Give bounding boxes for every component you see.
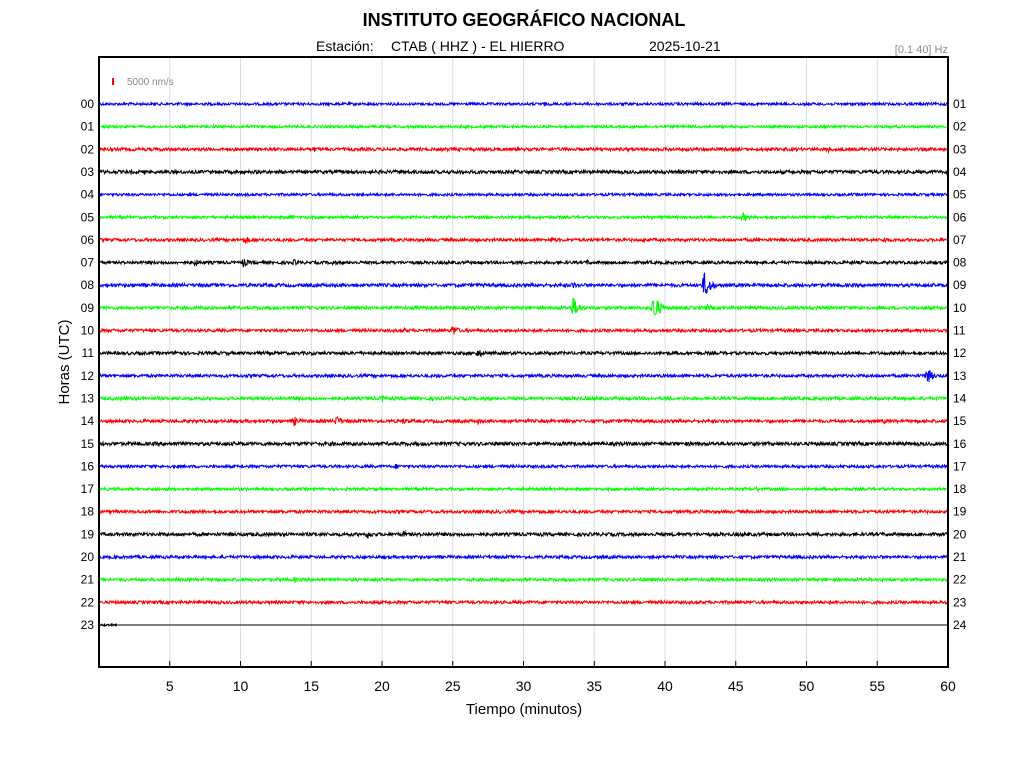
trace-hour-12: [99, 370, 948, 383]
hour-label-left: 02: [81, 142, 95, 156]
hour-label-left: 17: [81, 482, 95, 496]
hour-label-right: 05: [953, 188, 967, 202]
trace-hour-09: [100, 297, 948, 316]
trace-hour-23: [99, 622, 118, 628]
hour-label-left: 03: [81, 165, 95, 179]
trace-hour-00: [99, 100, 948, 108]
grid-lines: [169, 57, 878, 667]
hour-label-right: 10: [953, 301, 967, 315]
hour-label-right: 19: [953, 505, 967, 519]
hour-label-right: 04: [953, 165, 967, 179]
hour-label-right: 12: [953, 346, 967, 360]
hour-label-right: 08: [953, 256, 967, 270]
x-tick-label: 60: [940, 678, 956, 694]
hour-label-left: 13: [81, 391, 95, 405]
x-tick-label: 5: [166, 678, 174, 694]
trace-hour-17: [99, 485, 948, 493]
hour-label-right: 15: [953, 414, 967, 428]
hour-label-right: 18: [953, 482, 967, 496]
hour-label-right: 07: [953, 233, 967, 247]
trace-hour-07: [99, 259, 948, 268]
trace-hour-16: [99, 463, 948, 470]
hour-label-right: 13: [953, 369, 967, 383]
chart-title: INSTITUTO GEOGRÁFICO NACIONAL: [363, 9, 686, 30]
hour-label-left: 18: [81, 505, 95, 519]
hour-label-right: 14: [953, 391, 967, 405]
hour-label-left: 14: [81, 414, 95, 428]
hour-label-left: 10: [81, 324, 95, 338]
trace-hour-21: [99, 575, 948, 585]
hour-labels-right: 01 02 03 04 05 06 07 08 09 10 11 12 13 14 15 16 17 18 19 20…: [953, 97, 967, 632]
station-name: CTAB ( HHZ ) - EL HIERRO: [391, 38, 565, 54]
trace-hour-14: [99, 415, 948, 427]
hour-label-right: 01: [953, 97, 967, 111]
hour-label-left: 22: [81, 595, 95, 609]
trace-hour-13: [99, 395, 948, 402]
trace-hour-20: [99, 553, 948, 561]
trace-hour-15: [99, 440, 948, 448]
y-axis-label: Horas (UTC): [56, 319, 73, 404]
hour-label-right: 22: [953, 573, 967, 587]
station-label: Estación:: [316, 38, 374, 54]
hour-label-right: 24: [953, 618, 967, 632]
hour-label-left: 00: [81, 97, 95, 111]
hour-label-left: 06: [81, 233, 95, 247]
hour-label-left: 01: [81, 120, 95, 134]
x-tick-label: 15: [303, 678, 319, 694]
x-tick-label: 40: [657, 678, 673, 694]
scale-label: 5000 nm/s: [127, 77, 174, 88]
trace-hour-03: [99, 168, 948, 176]
hour-label-right: 11: [953, 324, 966, 338]
hour-label-right: 02: [953, 120, 967, 134]
hour-label-left: 04: [81, 188, 95, 202]
hour-labels-left: 00 01 02 03 04 05 06 07 08 09 10 11 12 13 14 15 16 17 18 19…: [81, 97, 95, 632]
hour-label-right: 20: [953, 527, 967, 541]
hour-label-left: 15: [81, 437, 95, 451]
hour-label-right: 21: [953, 550, 967, 564]
hour-label-left: 11: [82, 346, 95, 360]
x-tick-label: 50: [799, 678, 815, 694]
hour-label-left: 05: [81, 210, 95, 224]
hour-label-left: 20: [81, 550, 95, 564]
hour-label-right: 23: [953, 595, 967, 609]
hour-label-left: 16: [81, 459, 95, 473]
hour-label-left: 08: [81, 278, 95, 292]
hour-label-left: 07: [81, 256, 95, 270]
hour-label-left: 12: [81, 369, 95, 383]
x-tick-label: 35: [586, 678, 602, 694]
x-tick-label: 10: [233, 678, 249, 694]
hour-label-left: 23: [81, 618, 95, 632]
trace-hour-22: [99, 598, 948, 606]
trace-hour-05: [99, 211, 948, 223]
seismogram-traces: [99, 100, 948, 628]
x-tick-label: 45: [728, 678, 744, 694]
trace-hour-04: [99, 191, 948, 198]
hour-label-right: 09: [953, 278, 967, 292]
x-axis-ticks: 5 10 15 20 25 30 35 40 45 50 55 60: [166, 661, 956, 694]
x-tick-label: 30: [516, 678, 532, 694]
trace-hour-19: [99, 529, 948, 539]
trace-hour-11: [99, 349, 948, 358]
chart-date: 2025-10-21: [649, 38, 721, 54]
x-tick-label: 55: [869, 678, 885, 694]
x-tick-label: 25: [445, 678, 461, 694]
x-tick-label: 20: [374, 678, 390, 694]
filter-band: [0.1 40] Hz: [895, 44, 948, 56]
hour-label-right: 16: [953, 437, 967, 451]
scale-bar: [112, 78, 114, 85]
hour-label-right: 06: [953, 210, 967, 224]
x-axis-label: Tiempo (minutos): [466, 701, 582, 718]
trace-hour-02: [99, 145, 948, 154]
trace-hour-01: [99, 123, 948, 130]
trace-hour-08: [99, 272, 948, 294]
hour-label-right: 03: [953, 142, 967, 156]
hour-label-left: 09: [81, 301, 95, 315]
trace-hour-06: [99, 236, 948, 245]
hour-label-left: 19: [81, 527, 95, 541]
trace-hour-10: [99, 325, 948, 335]
trace-hour-18: [99, 508, 948, 516]
hour-label-left: 21: [81, 573, 95, 587]
hour-label-right: 17: [953, 459, 967, 473]
